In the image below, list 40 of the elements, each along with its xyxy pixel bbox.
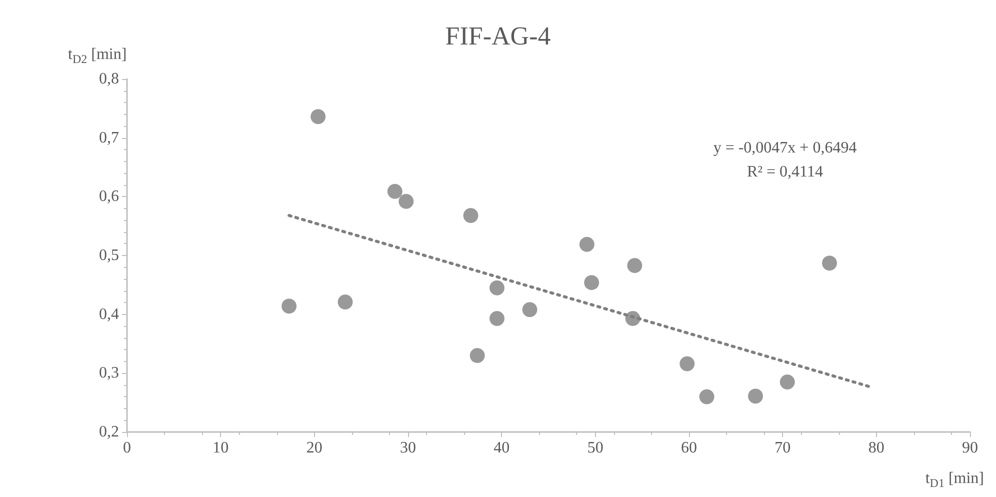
x-tick-label: 20: [306, 440, 322, 456]
y-tick-label: 0,7: [99, 129, 119, 146]
x-tick-label: 0: [123, 440, 131, 456]
point: [490, 310, 504, 326]
x-tick-label: 70: [774, 440, 791, 456]
point: [310, 109, 326, 124]
x-tick-label: 60: [681, 440, 697, 456]
x-tick-label: 10: [212, 440, 229, 456]
point: [463, 208, 478, 223]
point: [579, 236, 594, 252]
point: [282, 298, 297, 314]
y-axis-title: t$_{D2}$ [min]: [68, 46, 127, 68]
y-tick-label: 0,5: [99, 247, 119, 264]
point: [338, 294, 353, 310]
y-tick-label: 0,8: [99, 70, 119, 88]
y-tick-label: 0,2: [99, 424, 119, 440]
point: [398, 194, 414, 209]
point: [699, 389, 714, 404]
point: [627, 258, 642, 273]
point: [748, 388, 764, 404]
y-tick-label: 0,3: [99, 364, 119, 382]
point: [780, 374, 795, 390]
x-tick-label: 80: [868, 440, 884, 456]
point: [584, 275, 600, 290]
y-tick-label: 0,6: [99, 188, 119, 206]
x-tick-label: 40: [494, 440, 510, 456]
annotation: R² = 0,4114: [747, 164, 823, 180]
x-tick-label: 30: [400, 440, 416, 456]
chart-title: FIF-AG-4: [445, 22, 551, 50]
annotation: y = -0,0047x + 0,6494: [713, 140, 857, 156]
point: [470, 348, 485, 364]
point: [387, 184, 402, 199]
x-tick-label: 90: [962, 440, 978, 456]
point: [490, 280, 504, 296]
x-axis-title: t$_{D1}$ [min]: [925, 470, 984, 492]
y-tick-label: 0,4: [99, 306, 119, 323]
point: [522, 302, 538, 318]
point: [822, 256, 837, 271]
x-tick-label: 50: [587, 440, 604, 456]
point: [680, 356, 695, 372]
